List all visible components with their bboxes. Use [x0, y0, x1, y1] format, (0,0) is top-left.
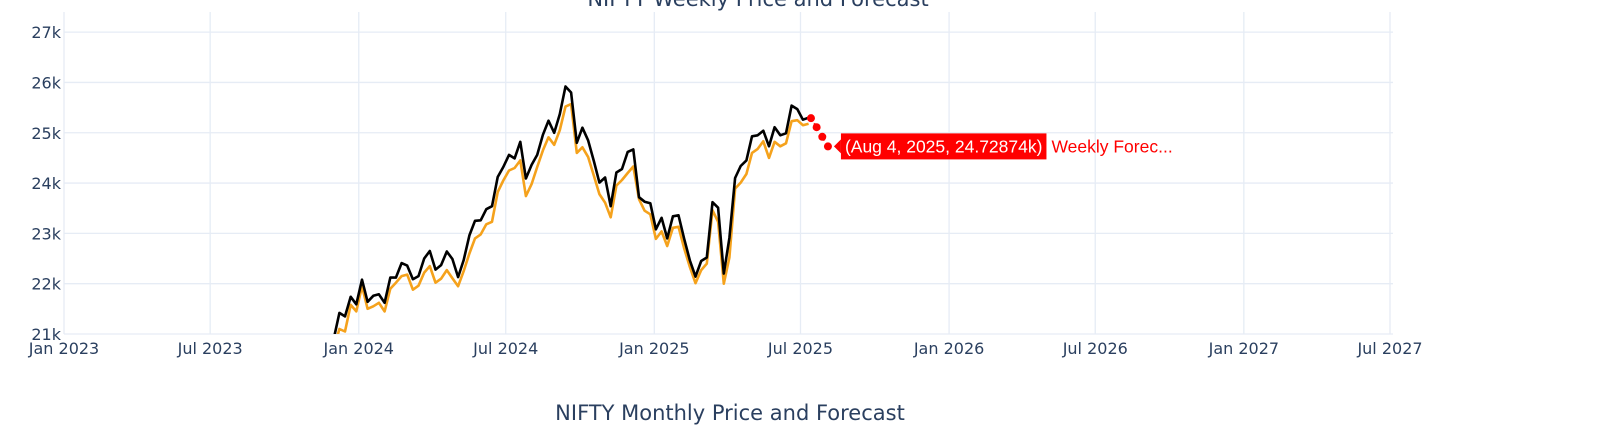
y-tick-label: 26k — [31, 73, 61, 92]
hover-label-box — [840, 133, 1047, 160]
y-tick-label: 23k — [31, 224, 61, 243]
x-tick-label: Jul 2025 — [767, 339, 833, 358]
plot-area[interactable] — [333, 85, 832, 350]
monthly-chart-title: NIFTY Monthly Price and Forecast — [555, 401, 905, 425]
hover-label-text: (Aug 4, 2025, 24.72874k) — [845, 136, 1043, 156]
x-tick-label: Jan 2025 — [618, 339, 689, 358]
hover-series-name: Weekly Forec... — [1051, 136, 1172, 156]
chart-title: NIFTY Weekly Price and Forecast — [587, 0, 928, 11]
y-tick-label: 21k — [31, 325, 61, 344]
x-tick-label: Jul 2026 — [1062, 339, 1128, 358]
y-tick-label: 27k — [31, 23, 61, 42]
y-tick-label: 25k — [31, 124, 61, 143]
forecast-point — [823, 142, 832, 151]
forecast-point — [806, 114, 815, 123]
y-axis-tick-labels: 21k 22k 23k 24k 25k 26k 27k — [31, 23, 61, 344]
x-axis-tick-labels: Jan 2023 Jul 2023 Jan 2024 Jul 2024 Jan 2025… — [28, 339, 1423, 358]
x-tick-label: Jul 2027 — [1356, 339, 1422, 358]
forecast-point — [818, 132, 827, 141]
x-tick-label: Jan 2023 — [28, 339, 99, 358]
x-tick-label: Jul 2023 — [177, 339, 243, 358]
weekly-fitted-line — [336, 102, 809, 334]
y-tick-label: 24k — [31, 174, 61, 193]
x-gridlines — [63, 12, 1391, 334]
hover-arrow — [833, 139, 841, 154]
y-tick-label: 22k — [31, 275, 61, 294]
x-tick-label: Jul 2024 — [472, 339, 538, 358]
hover-tooltip: (Aug 4, 2025, 24.72874k) Weekly Forec... — [833, 133, 1173, 160]
x-tick-label: Jan 2027 — [1208, 339, 1279, 358]
y-gridlines — [64, 31, 1393, 335]
x-tick-label: Jan 2026 — [913, 339, 984, 358]
forecast-point — [812, 123, 821, 132]
weekly-price-line — [333, 85, 810, 334]
x-tick-label: Jan 2024 — [323, 339, 394, 358]
